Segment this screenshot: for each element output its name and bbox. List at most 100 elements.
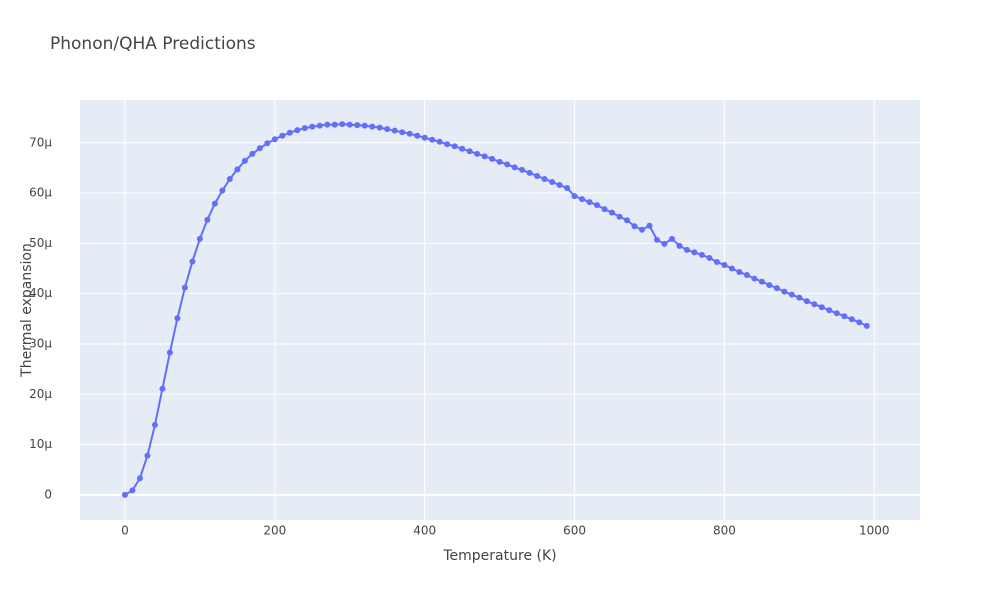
data-point	[129, 487, 136, 494]
data-point	[391, 127, 398, 134]
data-point	[316, 122, 323, 129]
data-point	[773, 285, 780, 292]
data-point	[376, 124, 383, 131]
data-point	[421, 134, 428, 141]
x-tick-label: 400	[413, 524, 436, 538]
y-tick-label: 70μ	[29, 135, 52, 149]
data-point	[174, 315, 181, 322]
data-point	[601, 206, 608, 213]
data-point	[309, 123, 316, 130]
data-point	[668, 235, 675, 242]
data-point	[788, 291, 795, 298]
data-point	[811, 301, 818, 308]
x-tick-label: 800	[713, 524, 736, 538]
data-point	[848, 316, 855, 323]
data-point	[136, 475, 143, 482]
data-point	[361, 122, 368, 129]
y-axis-title: Thermal expansion	[19, 243, 35, 378]
data-point	[159, 385, 166, 392]
data-point	[526, 169, 533, 176]
data-point	[796, 294, 803, 301]
data-point	[818, 304, 825, 311]
data-point	[346, 121, 353, 128]
data-point	[166, 349, 173, 356]
data-point	[541, 175, 548, 182]
chart-title: Phonon/QHA Predictions	[50, 34, 256, 54]
data-point	[256, 145, 263, 152]
data-point	[196, 235, 203, 242]
y-tick-label: 10μ	[29, 437, 52, 451]
data-point	[706, 254, 713, 261]
data-point	[751, 275, 758, 282]
data-point	[181, 284, 188, 291]
data-point	[691, 249, 698, 256]
y-tick-label: 20μ	[29, 387, 52, 401]
data-point	[121, 491, 128, 498]
data-point	[459, 145, 466, 152]
data-point	[489, 155, 496, 162]
data-point	[406, 130, 413, 137]
data-point	[616, 213, 623, 220]
data-point	[429, 136, 436, 143]
data-point	[504, 161, 511, 168]
data-point	[833, 310, 840, 317]
data-point	[451, 143, 458, 150]
data-point	[534, 172, 541, 179]
data-point	[653, 236, 660, 243]
data-point	[331, 121, 338, 128]
data-point	[683, 246, 690, 253]
data-point	[758, 278, 765, 285]
data-point	[713, 258, 720, 265]
data-point	[279, 132, 286, 139]
data-point	[234, 166, 241, 173]
x-tick-label: 1000	[859, 524, 890, 538]
data-point	[646, 222, 653, 229]
data-point	[324, 121, 331, 128]
data-point	[609, 209, 616, 216]
data-point	[519, 166, 526, 173]
data-point	[211, 200, 218, 207]
data-point	[204, 216, 211, 223]
data-point	[638, 226, 645, 233]
data-point	[856, 319, 863, 326]
data-point	[496, 158, 503, 165]
data-point	[481, 153, 488, 160]
data-point	[271, 136, 278, 143]
data-point	[466, 148, 473, 155]
data-point	[151, 421, 158, 428]
data-point	[624, 217, 631, 224]
plot-area	[80, 100, 920, 520]
data-point	[736, 269, 743, 276]
y-tick-label: 50μ	[29, 236, 52, 250]
y-tick-label: 0	[44, 487, 52, 501]
x-tick-label: 0	[121, 524, 129, 538]
data-point	[264, 140, 271, 147]
data-point	[549, 178, 556, 185]
data-point	[721, 261, 728, 268]
data-point	[436, 138, 443, 145]
data-point	[826, 307, 833, 314]
data-point	[586, 199, 593, 206]
data-point	[444, 141, 451, 148]
y-tick-label: 30μ	[29, 336, 52, 350]
data-point	[369, 123, 376, 130]
data-point	[766, 282, 773, 289]
data-point	[474, 150, 481, 157]
data-point	[863, 322, 870, 329]
data-point	[286, 129, 293, 136]
data-point	[631, 223, 638, 230]
data-point	[511, 164, 518, 171]
data-point	[728, 265, 735, 272]
y-tick-label: 60μ	[29, 186, 52, 200]
data-point	[579, 196, 586, 203]
series-line	[124, 123, 868, 496]
data-point	[384, 126, 391, 133]
data-point	[249, 150, 256, 157]
data-point	[189, 258, 196, 265]
data-point	[226, 175, 233, 182]
data-point	[294, 127, 301, 134]
data-point	[676, 242, 683, 249]
data-point	[556, 182, 563, 189]
data-point	[414, 132, 421, 139]
